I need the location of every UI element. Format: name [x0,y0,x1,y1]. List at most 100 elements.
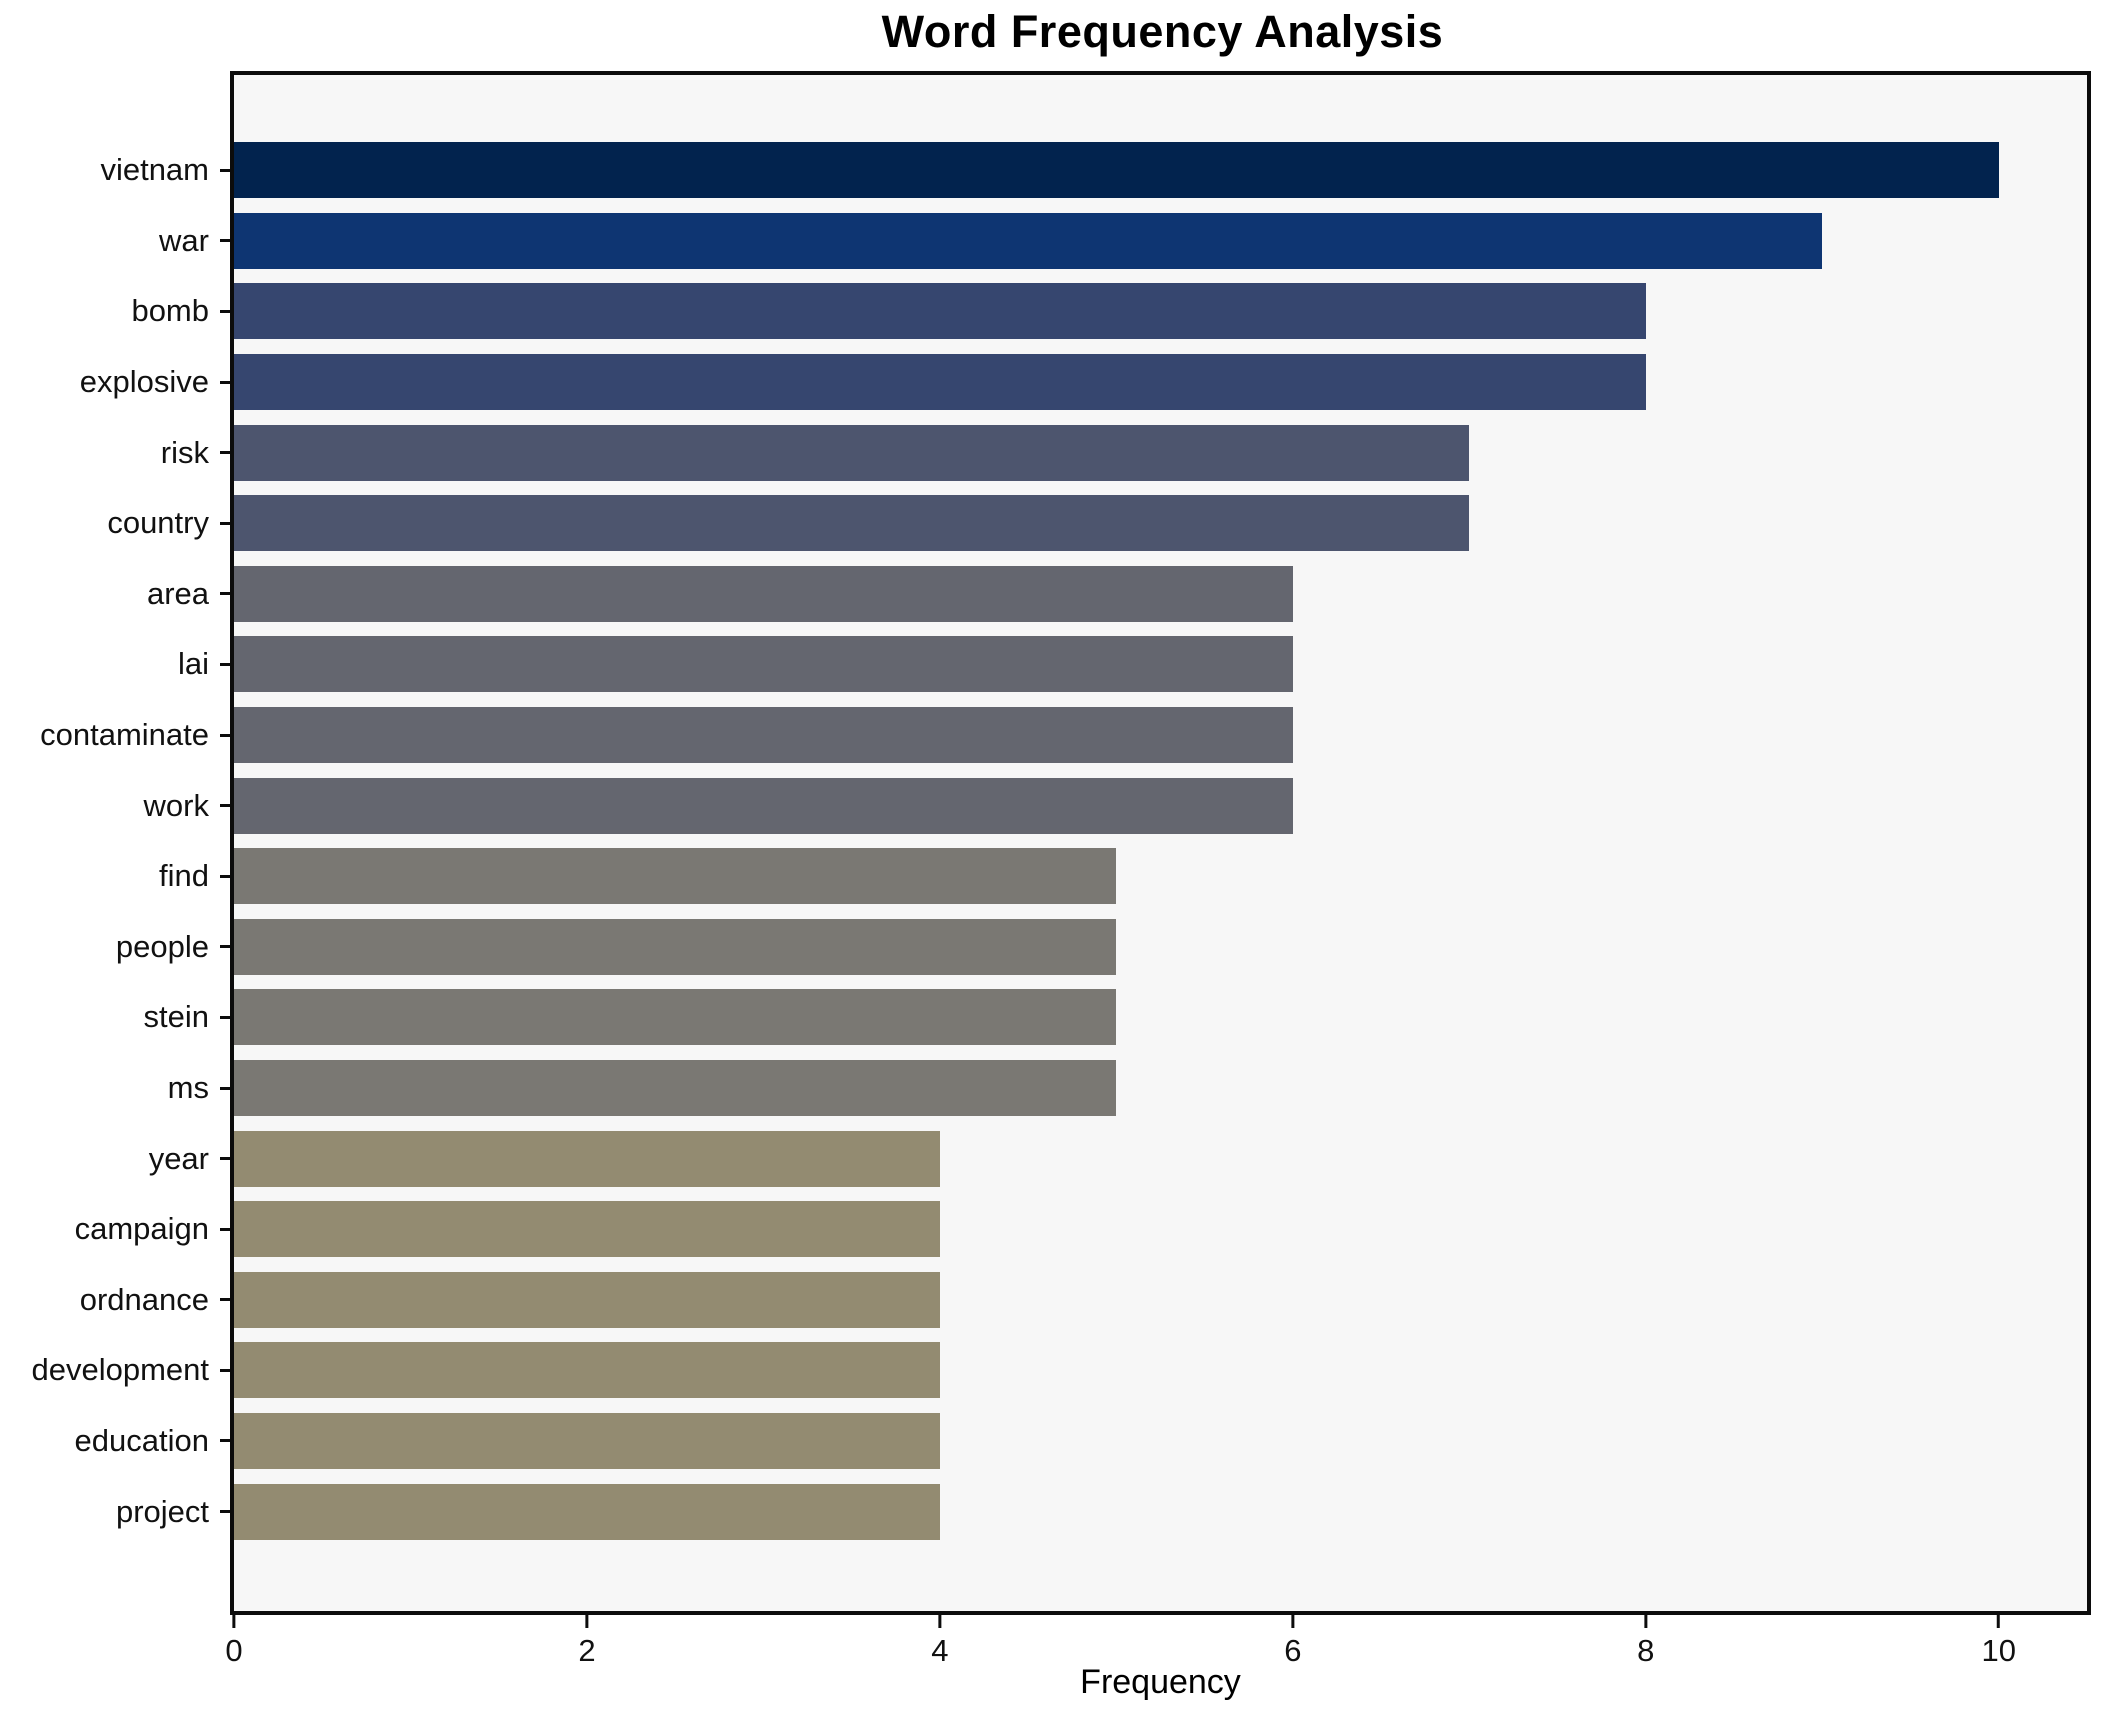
bar-row [234,276,2087,347]
x-tick-label: 0 [225,1633,243,1668]
y-tick-label: lai [177,646,209,682]
y-tick-row: year [0,1123,230,1194]
bar-war [234,212,1823,269]
bar-row [234,1053,2087,1124]
bar-risk [234,424,1470,481]
y-tick-mark [220,521,230,525]
y-tick-row: ordnance [0,1265,230,1336]
bar-row [234,347,2087,418]
x-tick: 6 [1284,1615,1301,1669]
y-tick-label: bomb [131,293,209,329]
y-tick-mark [220,1086,230,1090]
y-tick-mark [220,309,230,313]
x-tick-mark [585,1615,589,1628]
y-tick-label: find [159,858,209,894]
y-tick-mark [220,168,230,172]
y-tick-mark [220,1439,230,1443]
y-tick-label: country [107,505,209,541]
y-tick-mark [220,662,230,666]
bar-row [234,1194,2087,1265]
bar-development [234,1342,940,1399]
bar-project [234,1483,940,1540]
y-tick-mark [220,1015,230,1019]
bar-year [234,1130,940,1187]
x-tick-mark [1997,1615,2001,1628]
x-tick-label: 8 [1637,1633,1655,1668]
chart-title: Word Frequency Analysis [881,6,1444,57]
bar-row [234,1265,2087,1336]
x-tick-label: 10 [1981,1633,2016,1668]
bar-row [234,417,2087,488]
y-tick-mark [220,1368,230,1372]
y-tick-mark [220,874,230,878]
y-tick-row: risk [0,417,230,488]
bar-row [234,1476,2087,1547]
y-tick-mark [220,1510,230,1514]
bar-education [234,1412,940,1469]
x-tick-mark [1644,1615,1648,1628]
x-tick: 2 [578,1615,596,1669]
bar-row [234,770,2087,841]
bar-row [234,629,2087,700]
y-tick-row: country [0,488,230,559]
y-tick-mark [220,592,230,596]
y-tick-mark [220,1298,230,1302]
y-tick-mark [220,1157,230,1161]
x-tick: 0 [225,1615,243,1669]
y-tick-row: project [0,1476,230,1547]
y-tick-label: risk [160,434,209,470]
bar-ms [234,1060,1117,1117]
y-tick-label: explosive [79,364,209,400]
bar-explosive [234,354,1646,411]
y-tick-label: ms [167,1070,209,1106]
y-tick-row: development [0,1335,230,1406]
x-tick: 4 [931,1615,949,1669]
bar-lai [234,636,1293,693]
plot-area [230,71,2091,1615]
bar-stein [234,989,1117,1046]
x-axis-title: Frequency [1080,1663,1241,1701]
bar-row [234,488,2087,559]
y-tick-mark [220,945,230,949]
y-axis-labels: vietnam war bomb explosive risk country area la… [0,75,230,1611]
bar-ordnance [234,1271,940,1328]
bar-find [234,848,1117,905]
y-tick-mark [220,804,230,808]
bar-row [234,700,2087,771]
bars-container [234,75,2087,1611]
x-tick: 10 [1982,1615,2016,1669]
bar-vietnam [234,142,1999,199]
y-tick-row: explosive [0,347,230,418]
y-tick-mark [220,451,230,455]
y-tick-label: work [143,787,209,823]
y-tick-row: ms [0,1053,230,1124]
y-tick-label: project [115,1493,209,1529]
bar-work [234,777,1293,834]
y-tick-label: year [148,1140,209,1176]
y-tick-label: stein [143,999,209,1035]
y-tick-row: vietnam [0,135,230,206]
bar-row [234,1123,2087,1194]
x-tick-label: 2 [578,1633,596,1668]
x-tick-mark [232,1615,236,1628]
y-tick-row: war [0,206,230,277]
bar-area [234,565,1293,622]
y-tick-label: war [159,222,209,258]
x-tick-mark [938,1615,942,1628]
x-tick: 8 [1637,1615,1654,1669]
y-tick-label: people [115,928,209,964]
bar-row [234,982,2087,1053]
y-tick-row: people [0,912,230,983]
bar-campaign [234,1201,940,1258]
y-tick-label: development [31,1352,209,1388]
y-tick-row: work [0,770,230,841]
y-tick-row: lai [0,629,230,700]
y-tick-label: vietnam [100,152,209,188]
y-tick-row: education [0,1406,230,1477]
y-tick-label: campaign [74,1211,209,1247]
x-tick-label: 6 [1284,1633,1302,1668]
y-tick-row: campaign [0,1194,230,1265]
bar-country [234,495,1470,552]
y-tick-mark [220,239,230,243]
